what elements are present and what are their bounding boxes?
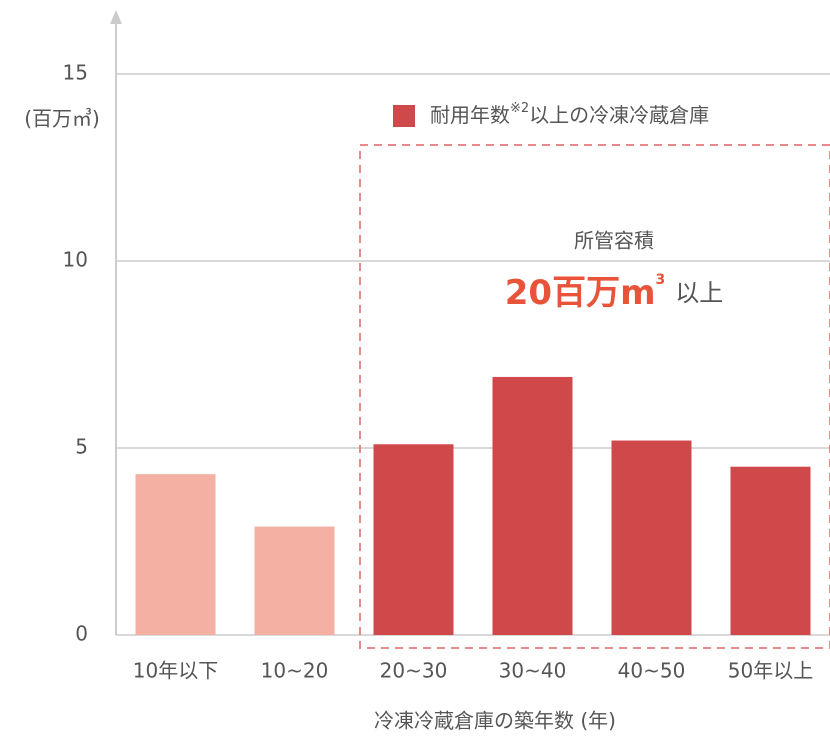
- bar: [254, 526, 335, 635]
- legend-text-after: 以上の冷凍冷蔵倉庫: [529, 103, 709, 127]
- y-unit-label: (百万㎥): [24, 107, 100, 131]
- legend-label: 耐用年数※2以上の冷凍冷蔵倉庫: [430, 101, 709, 127]
- annotation-suffix: 以上: [675, 279, 723, 307]
- bar: [135, 474, 216, 635]
- bar: [492, 376, 573, 635]
- bar: [730, 466, 811, 635]
- legend-swatch: [393, 105, 415, 127]
- bar: [611, 440, 692, 635]
- x-tick-label: 50年以上: [728, 659, 813, 683]
- highlight-box: [359, 144, 830, 649]
- annotation-sup: 3: [656, 272, 666, 288]
- annotation-big: 20百万m: [505, 273, 656, 313]
- annotation-line1: 所管容積: [574, 229, 654, 253]
- x-tick-label: 30~40: [499, 659, 567, 683]
- x-tick-label: 10~20: [261, 659, 329, 683]
- y-tick-label: 10: [63, 248, 88, 272]
- legend-sup: ※2: [510, 101, 529, 116]
- legend-text: 耐用年数: [430, 103, 510, 127]
- y-axis-arrow: [110, 10, 122, 24]
- x-tick-label: 20~30: [380, 659, 448, 683]
- y-tick-label: 5: [75, 435, 88, 459]
- bar: [373, 444, 454, 635]
- y-tick-label: 15: [63, 61, 88, 85]
- x-axis-label: 冷凍冷蔵倉庫の築年数 (年): [374, 709, 616, 733]
- y-tick-label: 0: [75, 622, 88, 646]
- x-tick-label: 40~50: [618, 659, 686, 683]
- x-tick-label: 10年以下: [133, 659, 218, 683]
- annotation-line2: 20百万m3 以上: [505, 272, 724, 313]
